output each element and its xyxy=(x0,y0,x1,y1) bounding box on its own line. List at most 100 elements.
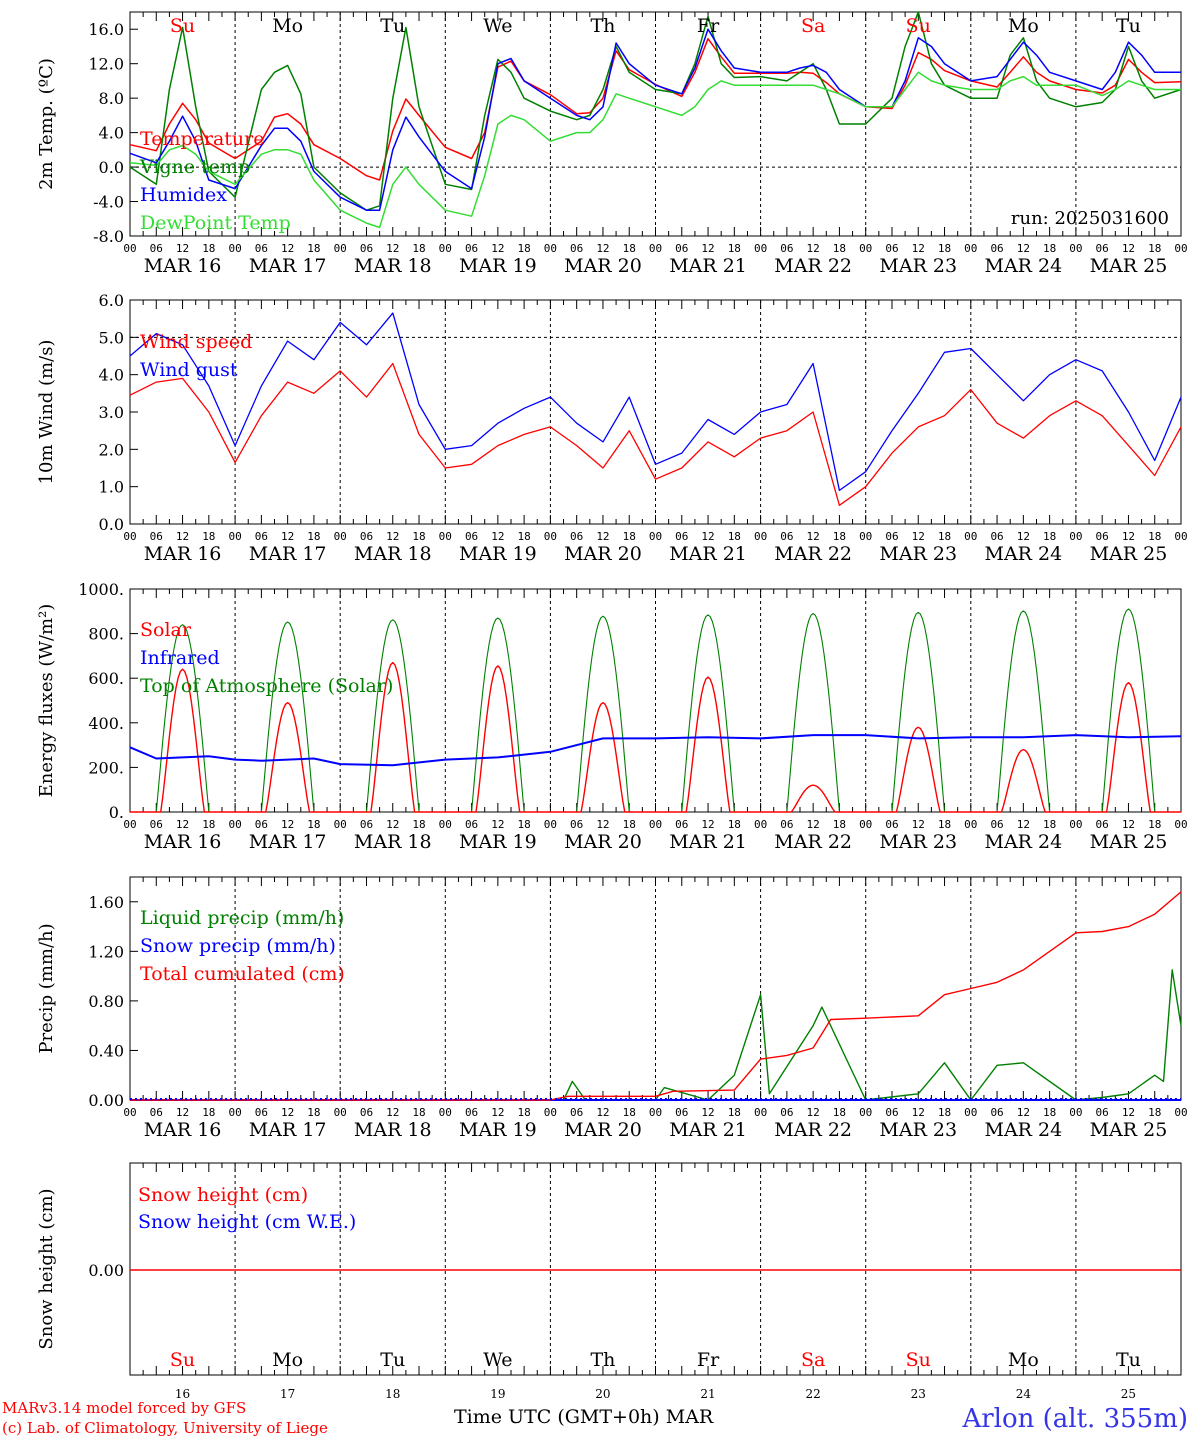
y-tick-label: 800. xyxy=(88,625,124,644)
date-label: MAR 19 xyxy=(459,255,537,277)
hour-tick-label: 12 xyxy=(807,242,820,255)
hour-tick-label: 12 xyxy=(491,1106,504,1119)
y-tick-label: 600. xyxy=(88,669,124,688)
y-tick-label: 5.0 xyxy=(99,328,124,347)
hour-tick-label: 06 xyxy=(465,818,478,831)
hour-tick-label: 12 xyxy=(1122,1106,1135,1119)
hour-tick-label: 18 xyxy=(833,818,846,831)
hour-tick-label: 18 xyxy=(728,818,741,831)
hour-tick-label: 00 xyxy=(123,1106,136,1119)
hour-tick-label: 12 xyxy=(701,242,714,255)
legend-snow-height-cm-: Snow height (cm) xyxy=(138,1184,308,1206)
y-tick-label: 200. xyxy=(88,758,124,777)
precip-axis-title: Precip (mm/h) xyxy=(36,923,57,1053)
hour-tick-label: 00 xyxy=(544,242,557,255)
date-label: MAR 20 xyxy=(564,1119,642,1141)
hour-tick-label: 12 xyxy=(596,1106,609,1119)
date-label: MAR 19 xyxy=(459,831,537,853)
hour-tick-label: 00 xyxy=(964,530,977,543)
hour-tick-label: 06 xyxy=(465,242,478,255)
hour-tick-label: 18 xyxy=(623,530,636,543)
bottom-day-number: 22 xyxy=(806,1387,821,1401)
hour-tick-label: 00 xyxy=(544,530,557,543)
date-label: MAR 18 xyxy=(354,543,432,565)
bottom-day-number: 20 xyxy=(595,1387,610,1401)
hour-tick-label: 12 xyxy=(281,242,294,255)
bottom-day-number: 24 xyxy=(1016,1387,1032,1401)
hour-tick-label: 18 xyxy=(1148,1106,1161,1119)
hour-tick-label: 00 xyxy=(754,1106,767,1119)
series-wind-gust xyxy=(129,312,1182,492)
bottom-day-of-week-label: Mo xyxy=(1008,1349,1039,1371)
hour-tick-label: 18 xyxy=(1043,818,1056,831)
legend-liquid-precip-mm-h-: Liquid precip (mm/h) xyxy=(140,907,344,929)
hour-tick-label: 12 xyxy=(281,530,294,543)
hour-tick-label: 00 xyxy=(228,818,241,831)
y-tick-label: 1.0 xyxy=(99,478,124,497)
hour-tick-label: 12 xyxy=(701,818,714,831)
hour-tick-label: 18 xyxy=(938,530,951,543)
hour-tick-label: 18 xyxy=(412,242,425,255)
bottom-day-of-week-label: Tu xyxy=(1116,1349,1141,1371)
hour-tick-label: 12 xyxy=(281,818,294,831)
y-tick-label: 16.0 xyxy=(88,20,124,39)
day-of-week-label: Tu xyxy=(380,15,405,37)
hour-tick-label: 06 xyxy=(990,530,1003,543)
date-label: MAR 25 xyxy=(1090,255,1168,277)
hour-tick-label: 18 xyxy=(1148,818,1161,831)
credit-line-2: (c) Lab. of Climatology, University of L… xyxy=(2,1419,328,1437)
date-label: MAR 21 xyxy=(669,543,747,565)
date-label: MAR 19 xyxy=(459,1119,537,1141)
date-label: MAR 17 xyxy=(249,831,327,853)
hour-tick-label: 12 xyxy=(596,530,609,543)
y-tick-label: 3.0 xyxy=(99,403,124,422)
bottom-day-number: 23 xyxy=(911,1387,926,1401)
hour-tick-label: 18 xyxy=(202,242,215,255)
hour-tick-label: 06 xyxy=(675,818,688,831)
hour-tick-label: 12 xyxy=(386,530,399,543)
hour-tick-label: 00 xyxy=(334,242,347,255)
hour-tick-label: 12 xyxy=(1122,242,1135,255)
date-label: MAR 22 xyxy=(774,1119,852,1141)
hour-tick-label: 00 xyxy=(1069,818,1082,831)
date-label: MAR 18 xyxy=(354,831,432,853)
hour-tick-label: 18 xyxy=(1148,530,1161,543)
hour-tick-label: 12 xyxy=(1017,242,1030,255)
y-tick-label: 0.0 xyxy=(99,158,124,177)
hour-tick-label: 00 xyxy=(439,1106,452,1119)
date-label: MAR 24 xyxy=(984,1119,1062,1141)
legend-wind-gust: Wind gust xyxy=(140,359,238,381)
date-label: MAR 16 xyxy=(144,831,222,853)
legend-total-cumulated-cm-: Total cumulated (cm) xyxy=(140,963,345,985)
hour-tick-label: 12 xyxy=(596,242,609,255)
bottom-day-of-week-label: Su xyxy=(906,1349,931,1371)
hour-tick-label: 12 xyxy=(491,242,504,255)
hour-tick-label: 00 xyxy=(334,1106,347,1119)
hour-tick-label: 06 xyxy=(990,242,1003,255)
bottom-day-number: 21 xyxy=(700,1387,715,1401)
hour-tick-label: 06 xyxy=(1096,242,1109,255)
hour-tick-label: 00 xyxy=(649,242,662,255)
bottom-day-number: 19 xyxy=(490,1387,505,1401)
date-label: MAR 20 xyxy=(564,255,642,277)
bottom-day-of-week-label: Sa xyxy=(801,1349,825,1371)
hour-tick-label: 00 xyxy=(334,530,347,543)
hour-tick-label: 18 xyxy=(518,242,531,255)
date-label: MAR 22 xyxy=(774,255,852,277)
hour-tick-label: 12 xyxy=(912,1106,925,1119)
hour-tick-label: 18 xyxy=(833,530,846,543)
day-of-week-label: Mo xyxy=(1008,15,1039,37)
day-of-week-label: We xyxy=(483,15,512,37)
hour-tick-label: 00 xyxy=(754,530,767,543)
hour-tick-label: 18 xyxy=(728,530,741,543)
hour-tick-label: 06 xyxy=(360,818,373,831)
day-of-week-label: Su xyxy=(170,15,195,37)
date-label: MAR 25 xyxy=(1090,1119,1168,1141)
bottom-day-number: 17 xyxy=(280,1387,295,1401)
date-label: MAR 17 xyxy=(249,255,327,277)
legend-temperature: Temperature xyxy=(140,128,264,150)
y-tick-label: -8.0 xyxy=(93,227,124,246)
hour-tick-label: 18 xyxy=(412,818,425,831)
day-of-week-label: Mo xyxy=(272,15,303,37)
